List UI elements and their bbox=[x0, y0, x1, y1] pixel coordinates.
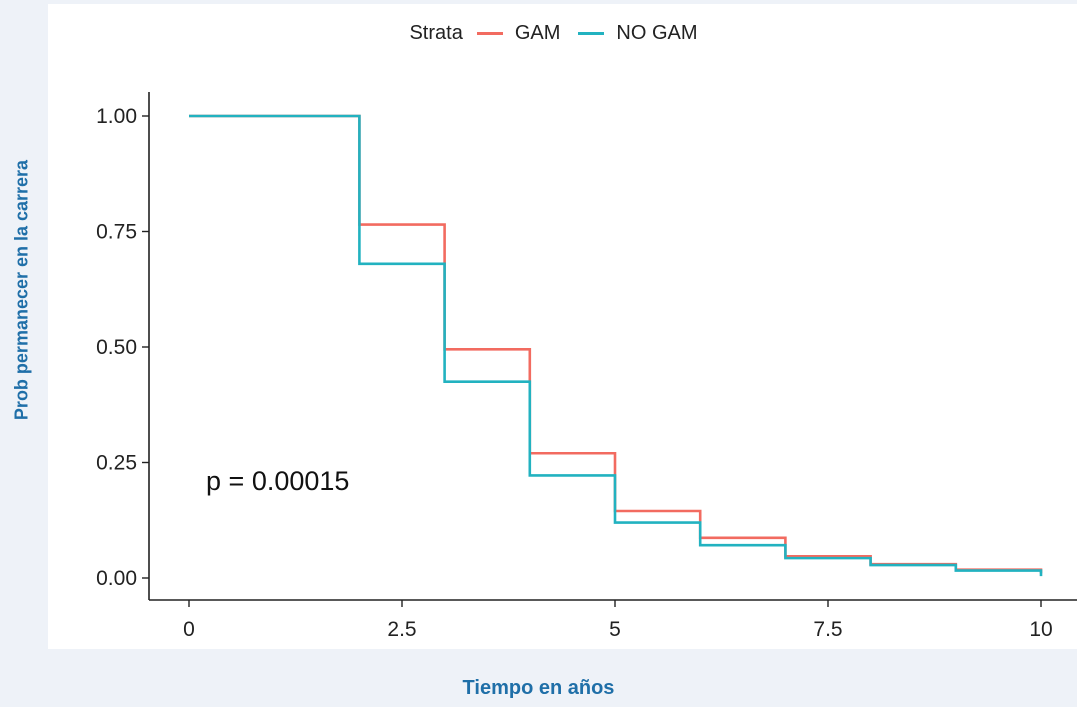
x-tick-label: 2.5 bbox=[387, 618, 416, 641]
x-tick-label: 7.5 bbox=[813, 618, 842, 641]
y-tick-label: 1.00 bbox=[96, 105, 137, 128]
x-axis-label: Tiempo en años bbox=[462, 677, 615, 699]
legend-label-gam: GAM bbox=[514, 22, 561, 44]
y-tick-label: 0.50 bbox=[96, 336, 137, 359]
series-line-no-gam bbox=[189, 114, 1043, 577]
y-tick-label: 0.75 bbox=[96, 221, 137, 244]
plot-panel: Strata GAM NO GAM 0 2.5 5 7.5 10 0.00 0.25 0.50… bbox=[48, 4, 1077, 649]
legend-item-gam: GAM bbox=[476, 22, 561, 45]
x-tick-label: 10 bbox=[1029, 618, 1052, 641]
y-tick-label: 0.25 bbox=[96, 452, 137, 475]
p-value-annotation: p = 0.00015 bbox=[206, 466, 349, 496]
legend-item-no-gam: NO GAM bbox=[578, 22, 698, 45]
legend-label-no-gam: NO GAM bbox=[616, 22, 698, 44]
legend: Strata GAM NO GAM bbox=[48, 22, 1077, 45]
legend-swatch-gam bbox=[476, 32, 503, 35]
survival-chart: 0 2.5 5 7.5 10 0.00 0.25 0.50 0.75 1.00 p = 0.0001… bbox=[96, 92, 1077, 641]
y-tick-label: 0.00 bbox=[96, 567, 137, 590]
legend-swatch-no-gam bbox=[578, 32, 605, 35]
legend-title: Strata bbox=[409, 22, 463, 44]
y-axis-label: Prob permanecer en la carrera bbox=[11, 159, 32, 421]
x-tick-label: 5 bbox=[609, 618, 621, 641]
x-tick-label: 0 bbox=[183, 618, 195, 641]
